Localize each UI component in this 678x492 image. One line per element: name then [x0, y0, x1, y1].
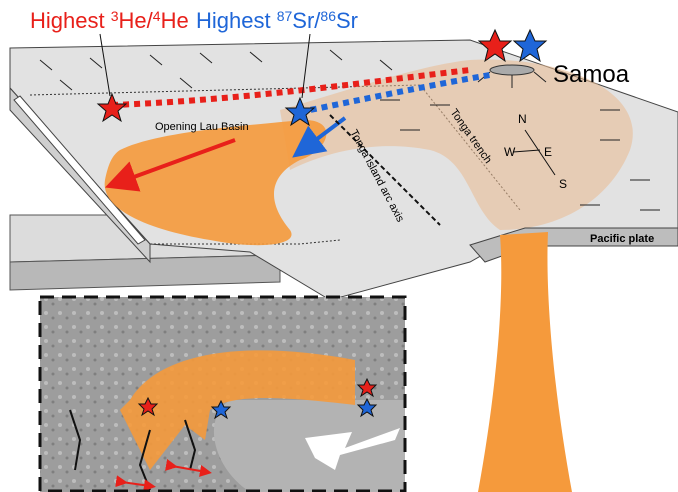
samoa-blue-star [512, 28, 548, 63]
strontium-label: Highest 87Sr/86Sr [196, 8, 358, 33]
label-part: Highest [30, 8, 111, 33]
label-part: Highest [196, 8, 277, 33]
samoa-red-star [477, 28, 513, 63]
stars [96, 28, 548, 127]
helium-leader [99, 33, 111, 97]
label-part: Sr/ [292, 8, 321, 33]
label-part: 4 [153, 8, 161, 24]
compass-s: S [559, 177, 567, 191]
strontium-leader [301, 33, 311, 99]
compass-e: E [544, 145, 552, 159]
samoa-label: Samoa [553, 61, 630, 88]
compass-w: W [504, 145, 516, 159]
strontium-path [299, 72, 491, 115]
lau-basin-label: Opening Lau Basin [155, 121, 249, 133]
helium-path [111, 67, 471, 108]
label-part: 3 [111, 8, 119, 24]
label-part: He/ [119, 8, 154, 33]
label-part: Sr [336, 8, 358, 33]
helium-star [96, 92, 128, 123]
helium-arrow [104, 138, 236, 192]
compass-n: N [518, 112, 527, 126]
label-part: He [161, 8, 189, 33]
arc-axis-line [329, 114, 441, 226]
compass: N W E S [504, 112, 567, 191]
inset-map [38, 295, 407, 492]
plume-stem [478, 232, 572, 492]
strontium-star [284, 96, 316, 127]
label-part: 86 [320, 8, 336, 24]
samoa-mantle-region [280, 59, 633, 230]
plate-hatching [39, 49, 660, 211]
samoa-volcano [477, 64, 547, 88]
lau-mantle-flow [104, 119, 327, 246]
pacific-plate-label: Pacific plate [590, 233, 654, 245]
helium-label: Highest 3He/4He [30, 8, 189, 33]
label-part: 87 [277, 8, 293, 24]
